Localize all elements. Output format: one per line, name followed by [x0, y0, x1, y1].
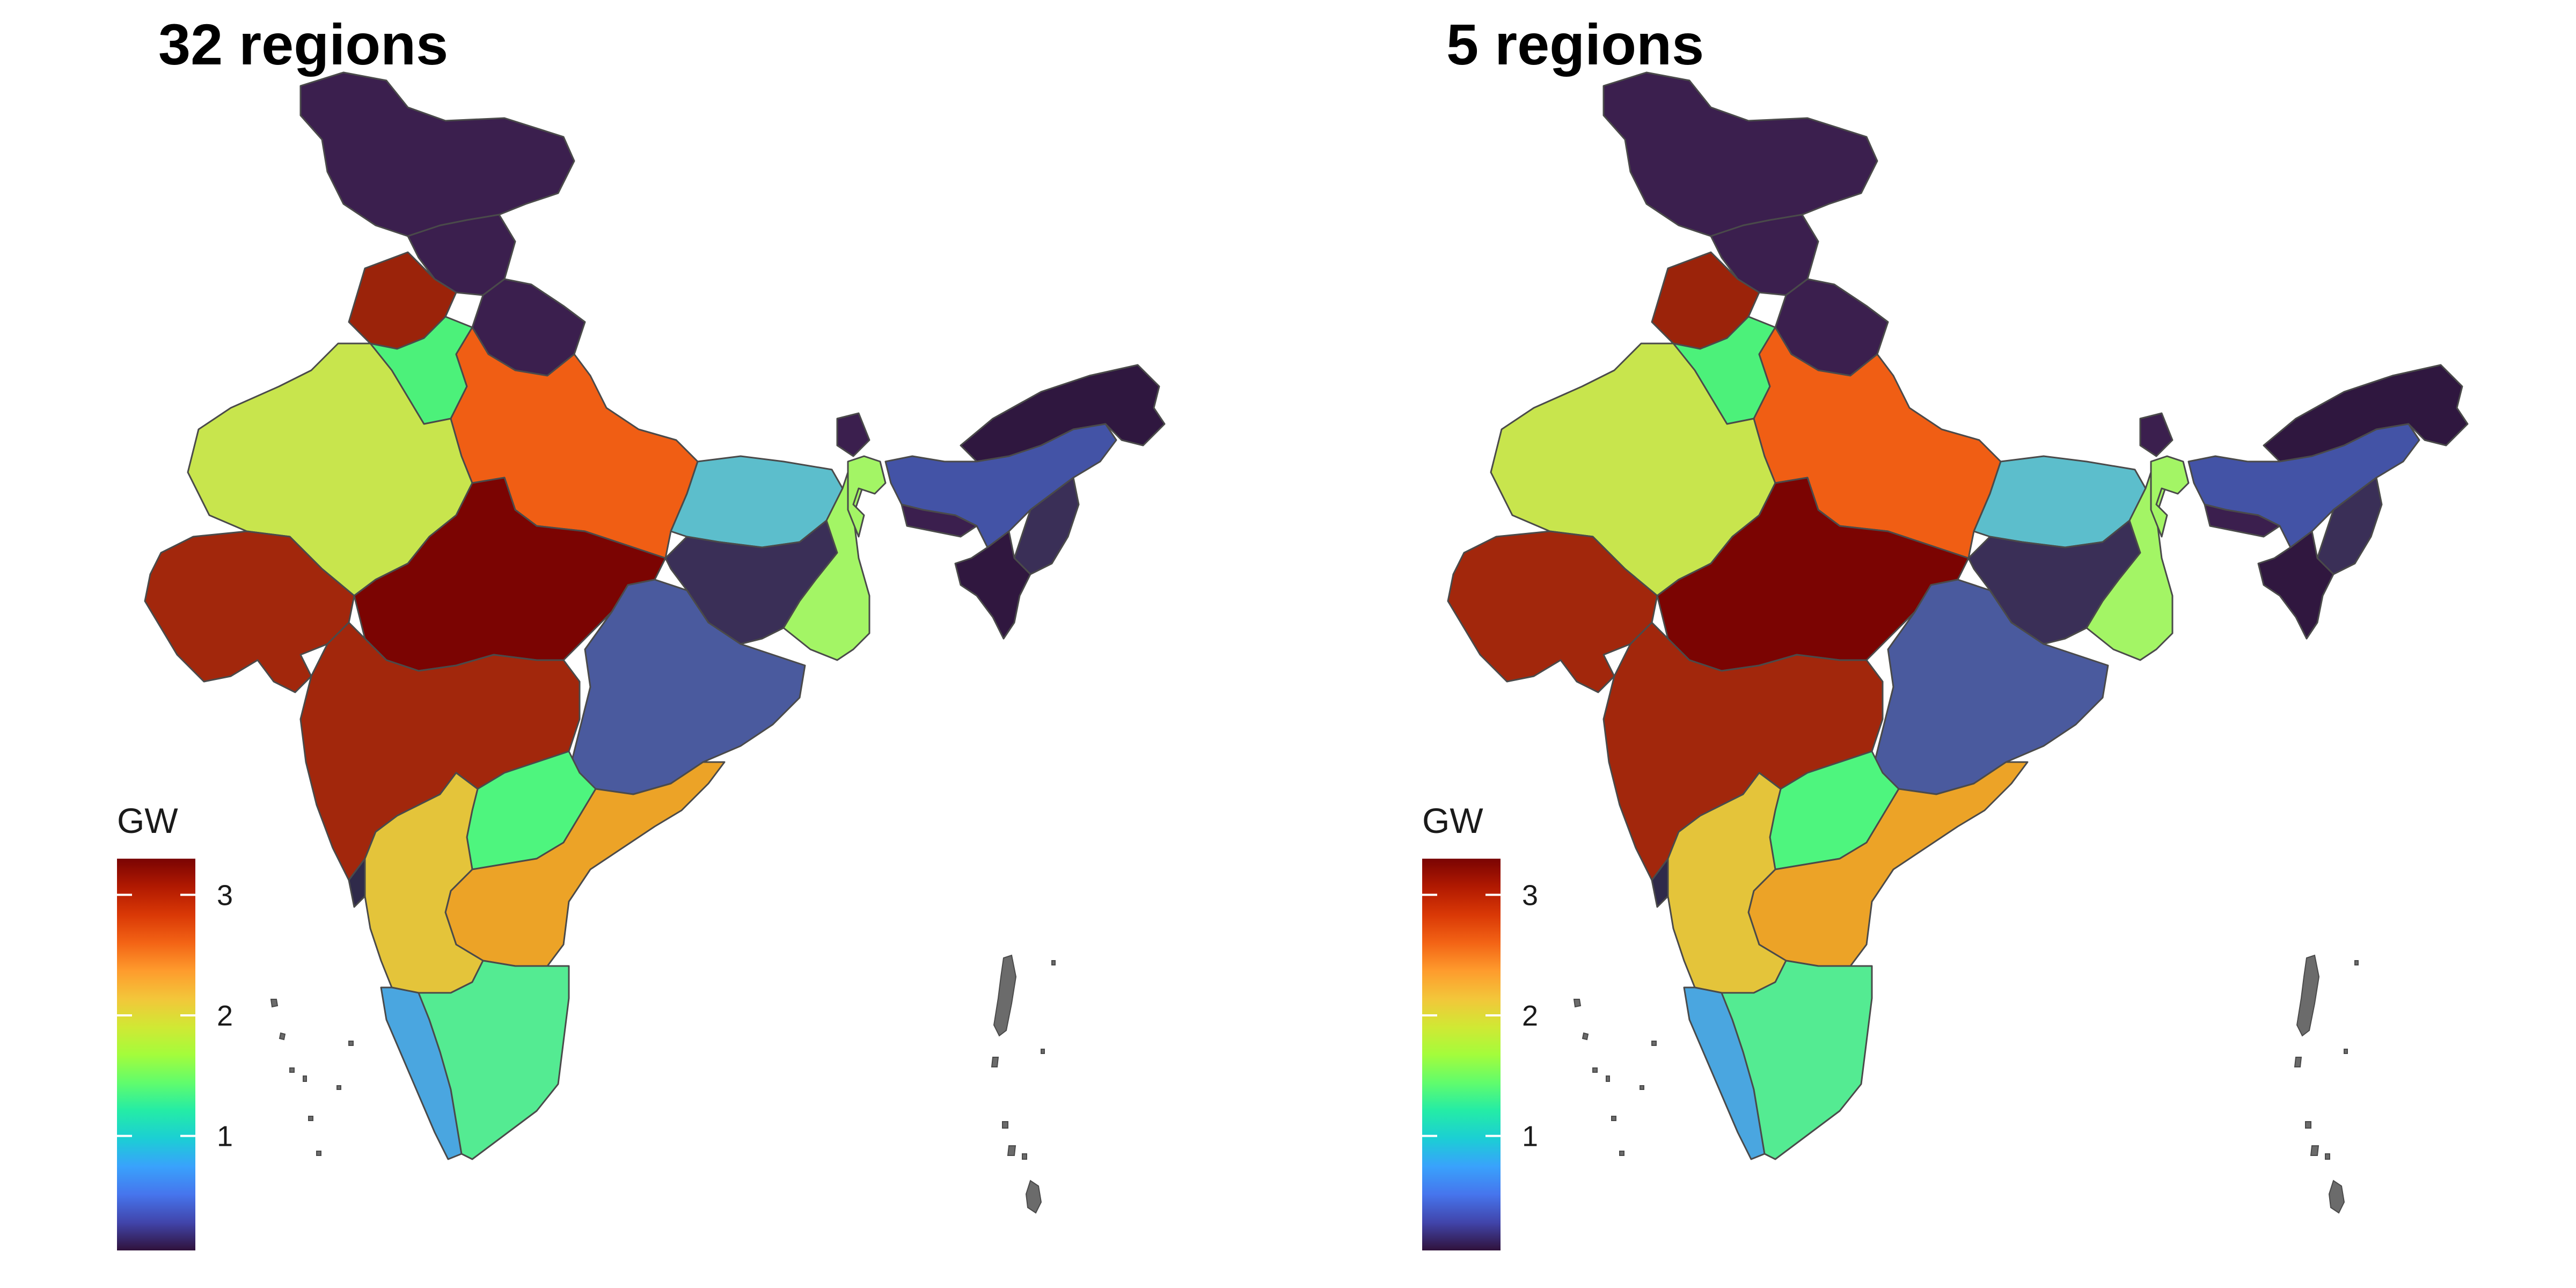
india-choropleth: [1447, 71, 2469, 1214]
colorbar-legend: GW 1 2 3: [117, 801, 233, 1250]
colorbar-tick-label: 3: [1522, 879, 1538, 911]
colorbar-ticks: 1 2 3: [117, 879, 233, 1153]
legend-title: GW: [1422, 801, 1483, 840]
colorbar-ticks: 1 2 3: [1422, 879, 1538, 1153]
colorbar-tick-label: 3: [217, 879, 233, 911]
map-panel-5-regions: 5 regions GW 1 2 3: [1422, 12, 2469, 1250]
colorbar: [117, 859, 195, 1250]
legend-title: GW: [117, 801, 178, 840]
colorbar-tick-label: 1: [1522, 1121, 1538, 1153]
colorbar-legend: GW 1 2 3: [1422, 801, 1538, 1250]
colorbar: [1422, 859, 1501, 1250]
map-panel-32-regions: 32 regions GW 1 2 3: [117, 12, 1166, 1250]
colorbar-tick-label: 2: [1522, 1000, 1538, 1032]
colorbar-tick-label: 2: [217, 1000, 233, 1032]
india-choropleth: [144, 71, 1166, 1214]
panel-title: 5 regions: [1446, 12, 1704, 77]
panel-title: 32 regions: [158, 12, 448, 77]
colorbar-tick-label: 1: [217, 1121, 233, 1153]
